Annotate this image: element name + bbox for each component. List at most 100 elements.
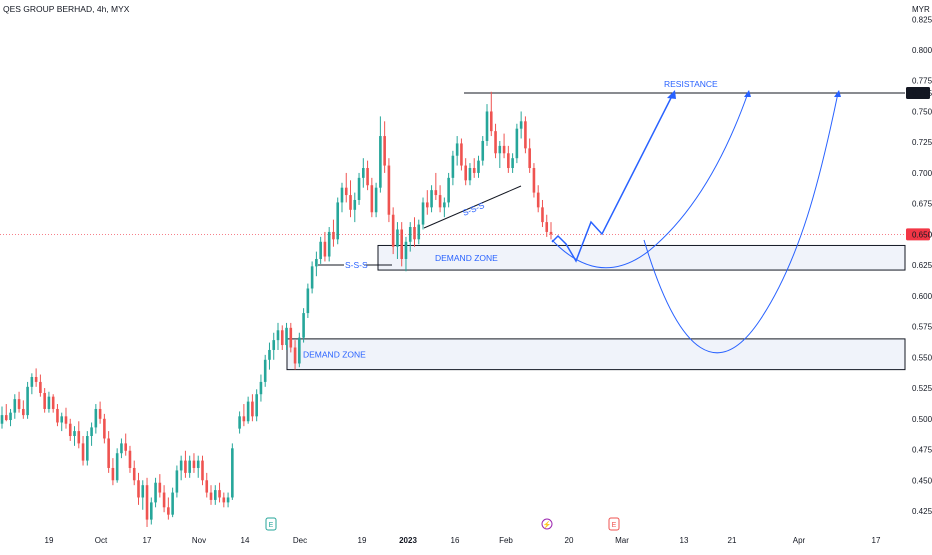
candle-body xyxy=(417,224,421,240)
candle-body xyxy=(549,231,553,235)
candle-body xyxy=(196,460,200,468)
candle-body xyxy=(536,192,540,208)
candle-body xyxy=(408,227,412,242)
event-marker-label: E xyxy=(269,522,274,529)
candle-body xyxy=(383,136,386,166)
candle-body xyxy=(413,227,416,240)
candle-body xyxy=(34,377,38,382)
y-tick-label: 0.825 xyxy=(912,15,932,24)
candle-body xyxy=(238,416,241,429)
candle-body xyxy=(73,431,76,437)
candle-body xyxy=(17,399,21,409)
candle-body xyxy=(39,381,42,393)
candle-body xyxy=(464,165,467,181)
candle-body xyxy=(353,199,357,210)
candle-body xyxy=(280,330,284,346)
candle-body xyxy=(357,177,361,200)
candle-body xyxy=(336,202,340,240)
sss-label: S-S-S xyxy=(461,200,486,218)
y-tick-label: 0.725 xyxy=(912,138,932,147)
candle-body xyxy=(77,431,81,444)
x-tick-label: 13 xyxy=(680,536,689,545)
demand-zone-label: DEMAND ZONE xyxy=(435,253,498,263)
demand-zone-box xyxy=(286,338,906,371)
chart-title: QES GROUP BERHAD, 4h, MYX xyxy=(3,4,130,14)
candle-body xyxy=(167,507,170,515)
candle-body xyxy=(319,241,322,259)
x-tick-label: 2023 xyxy=(399,536,417,545)
candle-body xyxy=(246,401,250,422)
candle-body xyxy=(272,340,276,350)
y-tick-label: 0.750 xyxy=(912,107,932,116)
x-tick-label: 19 xyxy=(45,536,54,545)
candle-body xyxy=(43,392,46,409)
x-tick-label: 20 xyxy=(565,536,574,545)
candle-body xyxy=(60,416,64,423)
candle-body xyxy=(447,177,450,203)
candle-body xyxy=(366,168,369,186)
candle-body xyxy=(86,436,89,461)
candle-body xyxy=(379,136,382,188)
candle-body xyxy=(298,337,301,364)
candle-body xyxy=(115,453,119,481)
candle-body xyxy=(149,502,153,520)
x-tick-label: 17 xyxy=(143,536,152,545)
candle-body xyxy=(532,168,536,193)
candle-body xyxy=(327,231,331,257)
price-badge xyxy=(906,228,930,241)
candle-body xyxy=(132,467,136,481)
candle-body xyxy=(201,460,204,481)
projected-path-primary xyxy=(551,93,674,263)
candle-body xyxy=(154,482,157,503)
candle-body xyxy=(188,460,191,473)
x-tick-label: 19 xyxy=(358,536,367,545)
price-badge-label: 0.650 xyxy=(912,230,932,239)
candle-body xyxy=(438,195,442,208)
x-tick-label: 17 xyxy=(872,536,881,545)
candle-body xyxy=(158,482,162,493)
candle-body xyxy=(222,497,226,503)
x-tick-label: Oct xyxy=(95,536,108,545)
candle-body xyxy=(541,207,544,223)
candle-body xyxy=(425,202,429,208)
candle-body xyxy=(293,347,297,364)
event-marker-earnings-icon xyxy=(265,517,277,531)
candle-body xyxy=(404,241,408,259)
candle-body xyxy=(519,121,523,129)
candle-body xyxy=(255,394,258,417)
candle-body xyxy=(472,168,476,173)
resistance-label: RESISTANCE xyxy=(664,79,718,89)
y-tick-label: 0.800 xyxy=(912,46,932,55)
candle-body xyxy=(498,145,502,154)
candle-body xyxy=(98,408,102,419)
candle-body xyxy=(387,165,391,215)
y-tick-label: 0.575 xyxy=(912,323,932,332)
projected-path-deep xyxy=(643,92,839,354)
candle-body xyxy=(175,470,179,493)
projected-path-arrowhead xyxy=(667,90,676,99)
candle-body xyxy=(22,408,25,416)
y-tick-label: 0.625 xyxy=(912,261,932,270)
candle-body xyxy=(289,327,293,348)
candle-body xyxy=(184,460,187,473)
candle-body xyxy=(315,258,318,267)
candle-body xyxy=(179,460,183,471)
projected-path-arrowhead xyxy=(744,90,751,97)
y-tick-label: 0.475 xyxy=(912,446,932,455)
candle-body xyxy=(209,492,213,500)
candle-body xyxy=(0,415,4,424)
y-tick-label: 0.550 xyxy=(912,353,932,362)
candle-body xyxy=(94,408,98,428)
candle-body xyxy=(391,214,395,247)
x-tick-label: 16 xyxy=(451,536,460,545)
y-tick-label: 0.775 xyxy=(912,77,932,86)
sss-label: S-S-S xyxy=(345,260,368,270)
demand-zone-label: DEMAND ZONE xyxy=(303,349,366,359)
currency-label: MYR xyxy=(912,5,930,14)
y-tick-label: 0.525 xyxy=(912,384,932,393)
candle-body xyxy=(56,408,59,423)
candle-body xyxy=(340,187,344,203)
x-tick-label: Feb xyxy=(499,536,513,545)
candle-body xyxy=(64,416,68,424)
